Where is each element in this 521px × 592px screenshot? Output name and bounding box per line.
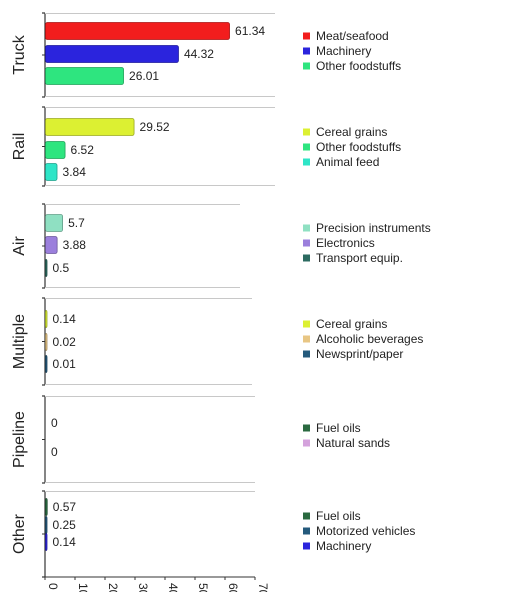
x-tick-label-10: 10 bbox=[76, 583, 90, 592]
legend-label-air-1: Electronics bbox=[316, 236, 375, 250]
bar-rail-2 bbox=[45, 163, 58, 181]
value-label-pipeline-1: 0 bbox=[51, 445, 58, 459]
value-label-pipeline-0: 0 bbox=[51, 416, 58, 430]
legend-swatch-rail-1 bbox=[303, 143, 310, 151]
legend-swatch-truck-1 bbox=[303, 47, 310, 55]
bar-air-0 bbox=[45, 214, 64, 232]
legend-label-multiple-2: Newsprint/paper bbox=[316, 347, 403, 361]
value-label-rail-2: 3.84 bbox=[63, 165, 87, 179]
group-label-air: Air bbox=[11, 236, 28, 256]
legend-label-truck-1: Machinery bbox=[316, 44, 371, 58]
bar-truck-0 bbox=[45, 22, 230, 40]
group-label-multiple: Multiple bbox=[11, 314, 28, 369]
value-label-truck-0: 61.34 bbox=[235, 24, 265, 38]
legend-label-truck-2: Other foodstuffs bbox=[316, 59, 401, 73]
legend-label-air-2: Transport equip. bbox=[316, 251, 403, 265]
bar-rail-0 bbox=[45, 118, 135, 136]
legend-label-other-1: Motorized vehicles bbox=[316, 524, 415, 538]
value-label-multiple-2: 0.01 bbox=[53, 357, 77, 371]
bar-multiple-1 bbox=[45, 333, 48, 351]
value-label-other-0: 0.57 bbox=[53, 500, 77, 514]
bar-multiple-2 bbox=[45, 355, 48, 373]
legend-swatch-other-2 bbox=[303, 542, 310, 550]
x-tick-label-70: 70 bbox=[256, 583, 270, 592]
value-label-truck-1: 44.32 bbox=[184, 47, 214, 61]
legend-swatch-other-1 bbox=[303, 527, 310, 535]
x-tick-label-60: 60 bbox=[226, 583, 240, 592]
value-label-air-2: 0.5 bbox=[53, 261, 70, 275]
legend-label-air-0: Precision instruments bbox=[316, 221, 431, 235]
x-tick-label-30: 30 bbox=[136, 583, 150, 592]
value-label-other-1: 0.25 bbox=[53, 518, 77, 532]
x-tick-label-40: 40 bbox=[166, 583, 180, 592]
value-label-other-2: 0.14 bbox=[53, 535, 77, 549]
legend-label-other-2: Machinery bbox=[316, 539, 371, 553]
legend-swatch-air-1 bbox=[303, 239, 310, 247]
bar-truck-2 bbox=[45, 67, 124, 85]
legend-swatch-rail-2 bbox=[303, 158, 310, 166]
legend-swatch-truck-2 bbox=[303, 62, 310, 70]
x-tick-label-0: 0 bbox=[46, 583, 60, 590]
group-label-other: Other bbox=[11, 513, 28, 554]
legend-label-rail-1: Other foodstuffs bbox=[316, 140, 401, 154]
bar-other-1 bbox=[45, 516, 48, 534]
legend-swatch-pipeline-1 bbox=[303, 439, 310, 447]
legend-label-rail-2: Animal feed bbox=[316, 155, 379, 169]
x-tick-label-20: 20 bbox=[106, 583, 120, 592]
legend-swatch-multiple-2 bbox=[303, 350, 310, 358]
bar-multiple-0 bbox=[45, 310, 48, 328]
legend-swatch-other-0 bbox=[303, 512, 310, 520]
legend-label-rail-0: Cereal grains bbox=[316, 125, 387, 139]
legend-label-pipeline-0: Fuel oils bbox=[316, 421, 361, 435]
group-label-pipeline: Pipeline bbox=[11, 411, 28, 468]
group-label-truck: Truck bbox=[11, 34, 28, 74]
legend-label-other-0: Fuel oils bbox=[316, 509, 361, 523]
legend-swatch-rail-0 bbox=[303, 128, 310, 136]
bar-air-1 bbox=[45, 236, 58, 254]
legend-swatch-air-0 bbox=[303, 224, 310, 232]
legend-label-pipeline-1: Natural sands bbox=[316, 436, 390, 450]
bar-other-2 bbox=[45, 533, 48, 551]
legend-swatch-air-2 bbox=[303, 254, 310, 262]
legend-label-multiple-0: Cereal grains bbox=[316, 317, 387, 331]
bar-rail-1 bbox=[45, 141, 66, 159]
legend-swatch-pipeline-0 bbox=[303, 424, 310, 432]
bar-air-2 bbox=[45, 259, 48, 277]
value-label-rail-1: 6.52 bbox=[71, 143, 95, 157]
value-label-multiple-0: 0.14 bbox=[53, 312, 77, 326]
legend-swatch-truck-0 bbox=[303, 32, 310, 40]
value-label-truck-2: 26.01 bbox=[129, 69, 159, 83]
legend-swatch-multiple-0 bbox=[303, 320, 310, 328]
value-label-rail-0: 29.52 bbox=[140, 120, 170, 134]
bar-truck-1 bbox=[45, 45, 179, 63]
legend-label-multiple-1: Alcoholic beverages bbox=[316, 332, 423, 346]
x-tick-label-50: 50 bbox=[196, 583, 210, 592]
bar-other-0 bbox=[45, 498, 48, 516]
legend-swatch-multiple-1 bbox=[303, 335, 310, 343]
legend-label-truck-0: Meat/seafood bbox=[316, 29, 389, 43]
value-label-air-1: 3.88 bbox=[63, 238, 87, 252]
value-label-air-0: 5.7 bbox=[68, 216, 85, 230]
value-label-multiple-1: 0.02 bbox=[53, 335, 77, 349]
group-label-rail: Rail bbox=[11, 133, 28, 161]
